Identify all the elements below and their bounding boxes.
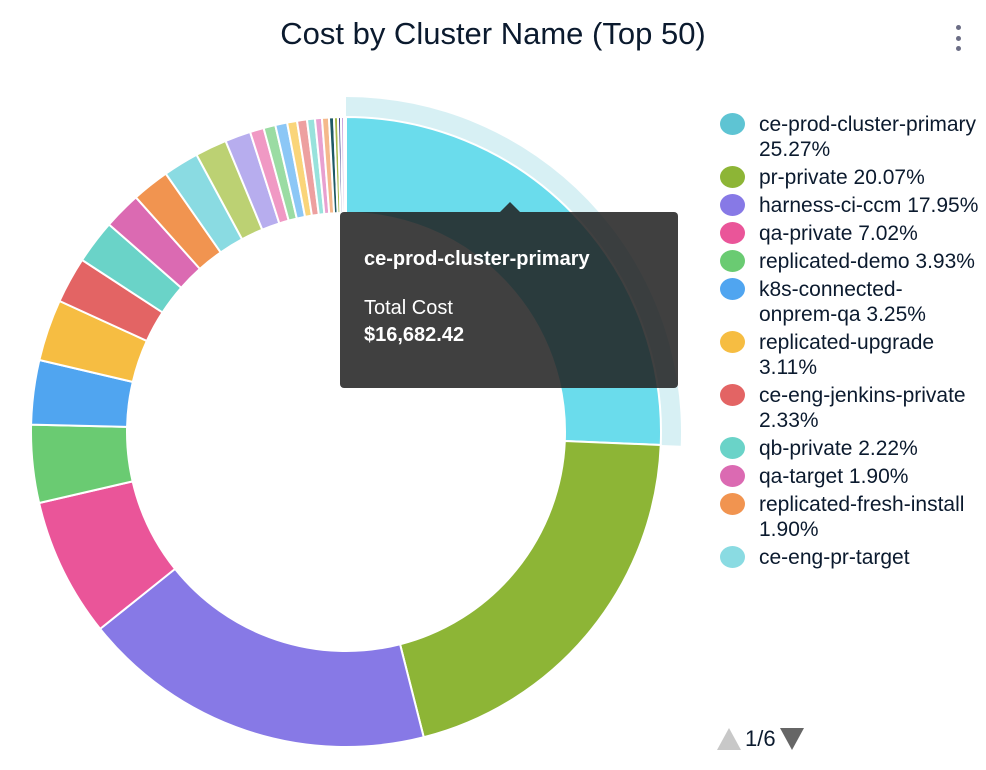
legend-item[interactable]: qa-target 1.90%	[720, 464, 980, 489]
legend-label: ce-eng-jenkins-private 2.33%	[759, 384, 966, 432]
legend-marker	[720, 222, 745, 244]
tooltip-label: Total Cost	[364, 297, 453, 319]
legend-item[interactable]: replicated-fresh-install 1.90%	[720, 492, 980, 542]
legend-marker	[720, 437, 745, 459]
legend-marker	[720, 493, 745, 515]
legend-next-icon[interactable]	[779, 728, 804, 750]
legend-page-text: 1/6	[745, 726, 776, 751]
legend-marker	[720, 546, 745, 568]
legend-pager: 1/6	[717, 726, 804, 752]
donut-chart	[30, 97, 681, 748]
legend-label: ce-eng-pr-target	[759, 546, 910, 569]
legend-item[interactable]: qa-private 7.02%	[720, 221, 980, 246]
legend-label: replicated-fresh-install 1.90%	[759, 493, 965, 541]
tooltip: ce-prod-cluster-primary Total Cost $16,6…	[340, 202, 678, 388]
legend-label: qa-private 7.02%	[759, 222, 918, 245]
legend-item[interactable]: replicated-upgrade 3.11%	[720, 330, 980, 380]
legend-item[interactable]: k8s-connected-onprem-qa 3.25%	[720, 277, 980, 327]
slice-harness-ci-ccm[interactable]	[98, 567, 425, 748]
legend-marker	[720, 250, 745, 272]
legend-label: qa-target 1.90%	[759, 465, 909, 488]
legend-item[interactable]: ce-eng-jenkins-private 2.33%	[720, 383, 980, 433]
legend-marker	[720, 194, 745, 216]
legend-marker	[720, 166, 745, 188]
legend-item[interactable]: pr-private 20.07%	[720, 165, 980, 190]
legend-label: qb-private 2.22%	[759, 437, 918, 460]
legend-prev-icon[interactable]	[717, 728, 741, 750]
tooltip-value: $16,682.42	[364, 324, 465, 346]
legend-label: ce-prod-cluster-primary 25.27%	[759, 113, 977, 161]
slice-other-26[interactable]	[342, 115, 347, 215]
chart-title: Cost by Cluster Name (Top 50)	[280, 16, 706, 51]
legend-item[interactable]: ce-prod-cluster-primary 25.27%	[720, 112, 980, 162]
legend-marker	[720, 465, 745, 487]
legend-marker	[720, 278, 745, 300]
slice-pr-private[interactable]	[398, 439, 662, 739]
legend-item[interactable]: harness-ci-ccm 17.95%	[720, 193, 980, 218]
legend-item[interactable]: ce-eng-pr-target	[720, 545, 980, 570]
legend-label: replicated-upgrade 3.11%	[759, 331, 935, 379]
legend-label: harness-ci-ccm 17.95%	[759, 194, 979, 217]
legend-item[interactable]: qb-private 2.22%	[720, 436, 980, 461]
legend-label: k8s-connected-onprem-qa 3.25%	[759, 278, 926, 326]
legend-item[interactable]: replicated-demo 3.93%	[720, 249, 980, 274]
legend: ce-prod-cluster-primary 25.27% pr-private…	[720, 112, 980, 712]
legend-label: replicated-demo 3.93%	[759, 250, 975, 273]
tooltip-name: ce-prod-cluster-primary	[364, 248, 590, 270]
legend-label: pr-private 20.07%	[759, 166, 925, 189]
legend-marker	[720, 384, 745, 406]
more-options-icon[interactable]	[951, 25, 965, 51]
legend-marker	[720, 113, 745, 135]
legend-marker	[720, 331, 745, 353]
